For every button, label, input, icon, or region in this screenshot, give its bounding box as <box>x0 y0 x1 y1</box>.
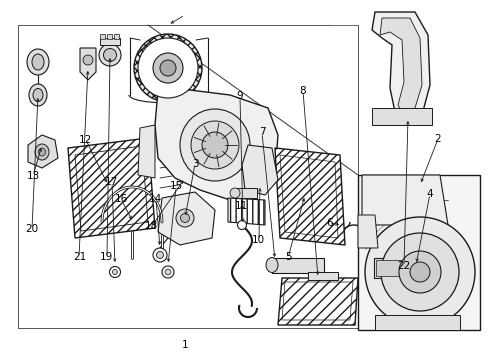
Bar <box>308 272 338 280</box>
Ellipse shape <box>29 84 47 106</box>
Ellipse shape <box>160 60 176 76</box>
Polygon shape <box>68 138 155 238</box>
Text: 9: 9 <box>237 91 244 102</box>
Text: 10: 10 <box>252 235 265 246</box>
Polygon shape <box>375 315 460 330</box>
Ellipse shape <box>83 55 93 65</box>
Text: 1: 1 <box>182 340 189 350</box>
Text: 21: 21 <box>73 252 86 262</box>
Text: 11: 11 <box>234 201 248 211</box>
Text: 7: 7 <box>259 127 266 138</box>
Polygon shape <box>362 175 448 225</box>
Polygon shape <box>278 278 358 325</box>
Bar <box>100 34 105 39</box>
Ellipse shape <box>32 54 44 70</box>
Text: 17: 17 <box>105 177 119 187</box>
Ellipse shape <box>191 121 239 169</box>
Text: 12: 12 <box>79 135 93 145</box>
Ellipse shape <box>153 248 167 262</box>
Text: 18: 18 <box>145 221 159 231</box>
Text: 19: 19 <box>100 252 114 262</box>
Ellipse shape <box>176 209 194 227</box>
Ellipse shape <box>202 132 228 158</box>
Ellipse shape <box>113 270 118 274</box>
Ellipse shape <box>410 262 430 282</box>
Ellipse shape <box>103 49 117 62</box>
Ellipse shape <box>162 266 174 278</box>
Polygon shape <box>275 148 345 245</box>
Polygon shape <box>358 175 480 330</box>
Ellipse shape <box>381 233 459 311</box>
Text: 2: 2 <box>434 134 441 144</box>
Ellipse shape <box>365 217 475 327</box>
Ellipse shape <box>165 269 171 275</box>
Text: 15: 15 <box>170 181 183 192</box>
Bar <box>358 248 468 288</box>
Polygon shape <box>372 12 430 120</box>
Text: 22: 22 <box>397 261 411 271</box>
Text: 16: 16 <box>115 194 128 204</box>
Ellipse shape <box>39 148 46 156</box>
Polygon shape <box>138 125 155 178</box>
Ellipse shape <box>138 38 198 98</box>
Polygon shape <box>372 108 432 125</box>
Polygon shape <box>358 215 378 248</box>
Text: 20: 20 <box>25 224 38 234</box>
Bar <box>376 260 414 276</box>
Text: 6: 6 <box>326 218 333 228</box>
Bar <box>374 258 416 278</box>
Polygon shape <box>242 145 278 195</box>
Polygon shape <box>155 90 278 200</box>
Text: 4: 4 <box>427 189 434 199</box>
Ellipse shape <box>266 257 278 273</box>
Ellipse shape <box>35 144 49 160</box>
Text: 3: 3 <box>192 159 198 169</box>
Ellipse shape <box>27 49 49 75</box>
Text: 5: 5 <box>285 252 292 262</box>
Text: 14: 14 <box>149 194 163 204</box>
Ellipse shape <box>230 188 240 198</box>
Ellipse shape <box>156 252 164 258</box>
Ellipse shape <box>33 89 43 102</box>
Polygon shape <box>228 198 265 225</box>
Text: 8: 8 <box>299 86 306 96</box>
Polygon shape <box>80 48 96 80</box>
Ellipse shape <box>153 53 183 83</box>
Bar <box>272 258 324 273</box>
Ellipse shape <box>99 44 121 66</box>
Ellipse shape <box>399 251 441 293</box>
Ellipse shape <box>180 213 190 222</box>
Bar <box>107 34 112 39</box>
Ellipse shape <box>109 266 121 278</box>
Text: 13: 13 <box>26 171 40 181</box>
Bar <box>235 188 257 198</box>
Ellipse shape <box>180 109 250 181</box>
Polygon shape <box>18 25 358 328</box>
Ellipse shape <box>134 34 202 102</box>
Polygon shape <box>100 38 120 45</box>
Bar <box>114 34 119 39</box>
Polygon shape <box>158 192 215 245</box>
Ellipse shape <box>238 220 246 230</box>
Polygon shape <box>28 135 58 168</box>
Polygon shape <box>380 18 422 112</box>
